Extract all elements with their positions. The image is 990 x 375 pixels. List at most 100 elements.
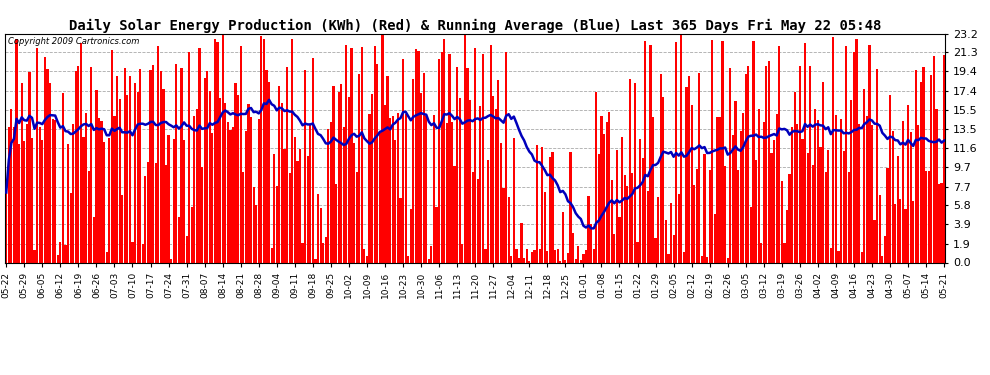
Bar (328, 129, 330, 262)
Bar (103, 142, 105, 262)
Bar (296, 161, 299, 262)
Bar (389, 118, 391, 262)
Bar (928, 171, 930, 262)
Bar (892, 131, 894, 262)
Bar (450, 122, 453, 262)
Bar (706, 257, 708, 262)
Bar (193, 116, 195, 262)
Bar (167, 135, 169, 262)
Bar (214, 39, 216, 262)
Bar (719, 117, 721, 262)
Bar (593, 249, 595, 262)
Bar (175, 63, 177, 262)
Bar (10, 108, 13, 262)
Bar (39, 127, 41, 262)
Bar (559, 261, 561, 262)
Bar (268, 82, 270, 262)
Bar (363, 249, 365, 262)
Bar (257, 118, 259, 262)
Bar (847, 172, 850, 262)
Bar (672, 235, 675, 262)
Bar (814, 109, 817, 262)
Bar (358, 74, 360, 262)
Bar (680, 35, 682, 262)
Bar (822, 82, 824, 262)
Bar (825, 172, 827, 262)
Bar (616, 150, 618, 262)
Title: Daily Solar Energy Production (KWh) (Red) & Running Average (Blue) Last 365 Days: Daily Solar Energy Production (KWh) (Red… (69, 18, 881, 33)
Bar (376, 64, 378, 262)
Bar (516, 249, 518, 262)
Bar (162, 89, 164, 262)
Bar (500, 143, 502, 262)
Bar (8, 128, 10, 262)
Bar (309, 125, 312, 262)
Bar (768, 61, 770, 262)
Bar (613, 234, 616, 262)
Bar (415, 49, 417, 262)
Bar (542, 147, 544, 262)
Bar (433, 115, 435, 262)
Bar (765, 66, 767, 262)
Bar (312, 58, 314, 262)
Bar (876, 69, 878, 262)
Bar (590, 224, 592, 262)
Bar (646, 191, 648, 262)
Bar (172, 139, 175, 262)
Bar (717, 117, 719, 262)
Bar (26, 124, 28, 262)
Bar (698, 73, 701, 262)
Bar (461, 244, 463, 262)
Bar (307, 156, 309, 262)
Bar (366, 256, 368, 262)
Bar (696, 169, 698, 262)
Bar (278, 86, 280, 262)
Bar (51, 119, 53, 262)
Bar (100, 121, 103, 262)
Bar (940, 183, 942, 262)
Bar (587, 196, 590, 262)
Bar (907, 105, 909, 262)
Bar (458, 98, 460, 262)
Bar (341, 84, 343, 262)
Bar (860, 252, 863, 262)
Bar (288, 173, 291, 262)
Bar (273, 154, 275, 262)
Bar (147, 162, 149, 262)
Bar (760, 243, 762, 262)
Bar (794, 93, 796, 262)
Bar (742, 113, 744, 262)
Bar (492, 96, 494, 262)
Bar (235, 83, 237, 262)
Bar (531, 252, 533, 262)
Bar (360, 47, 363, 262)
Bar (546, 251, 548, 262)
Bar (724, 166, 727, 262)
Bar (629, 79, 631, 262)
Bar (270, 248, 272, 262)
Bar (737, 170, 740, 262)
Bar (727, 258, 729, 262)
Bar (142, 244, 144, 262)
Bar (572, 233, 574, 262)
Bar (338, 92, 340, 262)
Bar (608, 112, 610, 262)
Bar (659, 74, 662, 262)
Bar (637, 242, 639, 262)
Bar (188, 53, 190, 262)
Bar (379, 132, 381, 262)
Bar (201, 168, 203, 262)
Bar (820, 147, 822, 262)
Bar (425, 116, 428, 262)
Bar (580, 260, 582, 262)
Bar (209, 91, 211, 262)
Bar (170, 259, 172, 262)
Bar (871, 125, 873, 262)
Bar (237, 96, 240, 262)
Bar (868, 45, 870, 262)
Bar (232, 126, 234, 262)
Bar (781, 181, 783, 262)
Bar (833, 37, 835, 262)
Bar (116, 75, 118, 262)
Bar (740, 131, 742, 262)
